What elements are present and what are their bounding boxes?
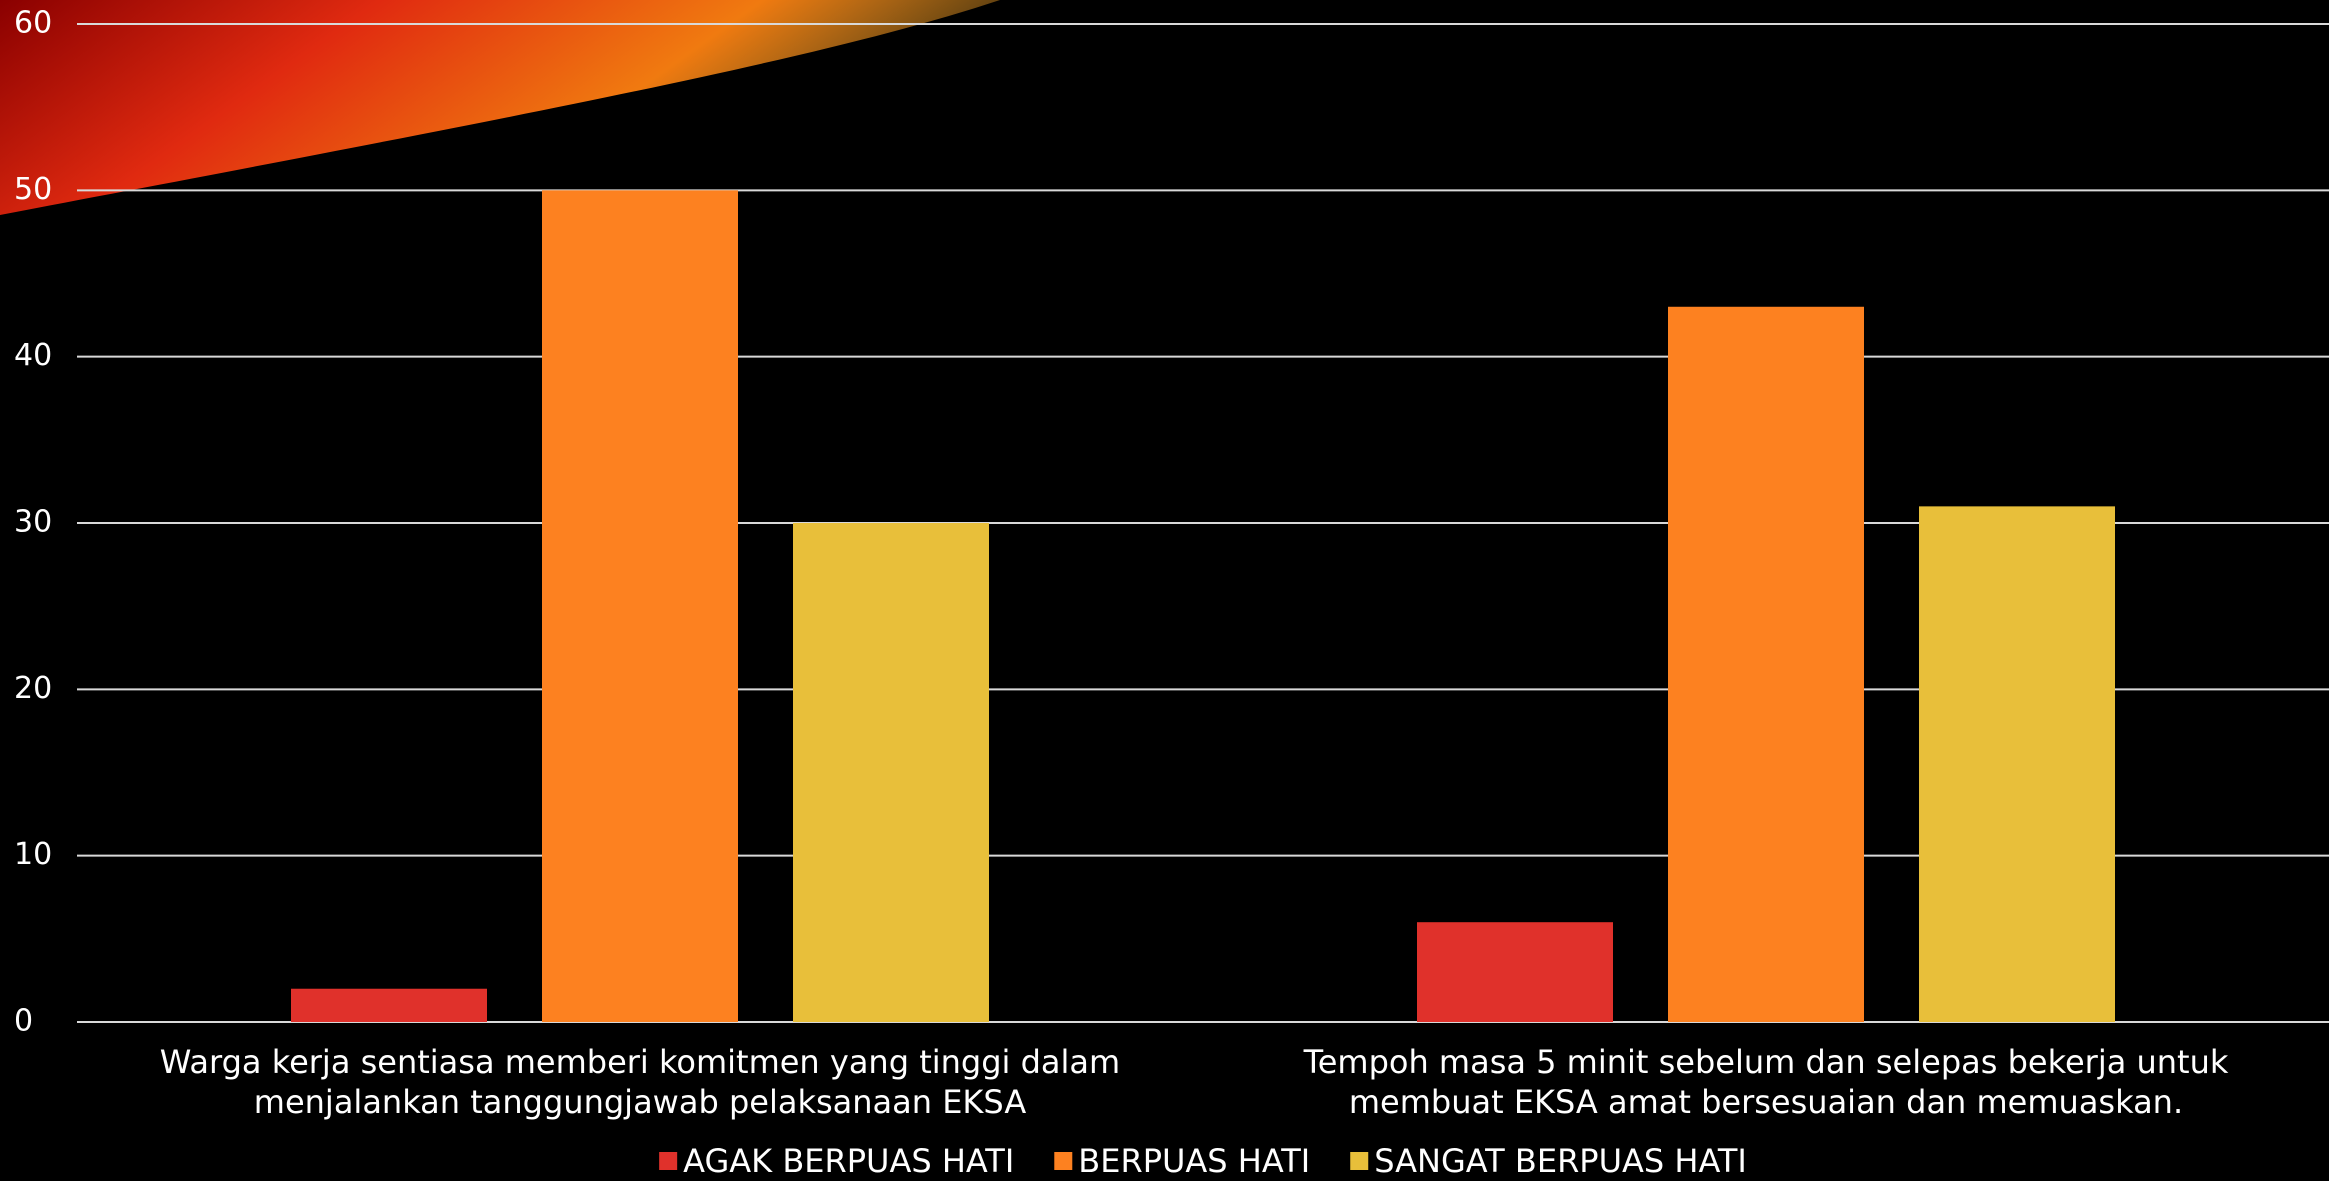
y-tick-label: 30 [14, 505, 52, 540]
bar [1919, 506, 2115, 1022]
y-tick-label: 10 [14, 837, 52, 872]
y-tick-label: 20 [14, 671, 52, 706]
bar [291, 988, 487, 1022]
x-tick-label: Tempoh masa 5 minit sebelum dan selepas … [1303, 1043, 2229, 1121]
legend-swatch [659, 1152, 678, 1170]
y-tick-label: 0 [14, 1004, 33, 1039]
bar [793, 523, 989, 1022]
bar [542, 190, 738, 1023]
bar [1417, 922, 1613, 1022]
legend-swatch [1350, 1152, 1369, 1170]
legend-label: BERPUAS HATI [1078, 1142, 1310, 1180]
y-tick-label: 60 [14, 6, 52, 41]
legend-label: AGAK BERPUAS HATI [683, 1142, 1014, 1180]
legend-label: SANGAT BERPUAS HATI [1374, 1142, 1747, 1180]
decor-swoosh [0, 0, 1000, 215]
y-tick-label: 50 [14, 172, 52, 207]
bar [1668, 306, 1864, 1022]
y-tick-label: 40 [14, 338, 52, 373]
x-tick-label: Warga kerja sentiasa memberi komitmen ya… [159, 1043, 1121, 1121]
legend-swatch [1054, 1152, 1073, 1170]
